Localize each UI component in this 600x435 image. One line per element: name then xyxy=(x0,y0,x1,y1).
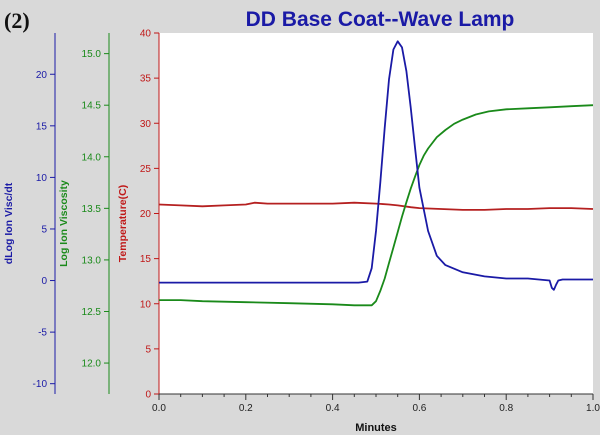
y-tick-label: 5 xyxy=(41,224,47,235)
y-axis-label-temp: Temperature(C) xyxy=(117,185,129,262)
y-tick-label: 14.0 xyxy=(82,152,102,163)
y-tick-label: 10 xyxy=(140,299,152,310)
y-tick-label: 10 xyxy=(36,173,48,184)
y-tick-label: -10 xyxy=(33,379,48,390)
series-line-logvisc xyxy=(159,104,594,307)
y-tick-label: 0 xyxy=(41,276,47,287)
y-tick-label: 20 xyxy=(140,209,152,220)
axes-layer: -10 -5 0 5 10 15 20 dLog Ion Visc/dt 12.0 12.5 13.… xyxy=(3,29,600,415)
series-line-temp xyxy=(158,201,594,211)
plot-area xyxy=(159,33,593,394)
x-axis-label: Minutes xyxy=(355,422,397,434)
y-tick-label: 13.0 xyxy=(82,255,102,266)
y-tick-label: 15 xyxy=(36,121,48,132)
y-axis-label-dlog: dLog Ion Visc/dt xyxy=(3,182,15,264)
y-axis-label-logvisc: Log Ion Viscosity xyxy=(58,180,70,267)
y-tick-label: 12.5 xyxy=(82,307,102,318)
x-tick-label: 1.0 xyxy=(586,403,600,414)
x-tick-label: 0.6 xyxy=(412,403,426,414)
y-tick-label: 13.5 xyxy=(82,204,102,215)
y-tick-label: 12.0 xyxy=(82,359,102,370)
y-tick-label: 20 xyxy=(36,70,48,81)
y-tick-label: 5 xyxy=(145,344,151,355)
y-tick-label: 15.0 xyxy=(82,49,102,60)
x-tick-label: 0.4 xyxy=(326,403,340,414)
panel-label: (2) xyxy=(4,8,30,33)
y-tick-label: 40 xyxy=(140,29,152,40)
y-tick-label: 35 xyxy=(140,74,152,85)
x-tick-label: 0.0 xyxy=(152,403,166,414)
y-tick-label: 30 xyxy=(140,119,152,130)
series-line-dlog xyxy=(159,40,593,291)
chart-title: DD Base Coat--Wave Lamp xyxy=(246,8,515,31)
y-axis-dlog: -10 -5 0 5 10 15 20 dLog Ion Visc/dt xyxy=(3,33,56,394)
y-tick-label: 0 xyxy=(145,390,151,401)
y-tick-label: 14.5 xyxy=(82,101,102,112)
x-tick-label: 0.8 xyxy=(499,403,513,414)
series-layer xyxy=(158,40,594,307)
y-axis-temp: 0 5 10 15 20 25 30 35 40 Temperature(C) xyxy=(117,29,160,401)
x-tick-label: 0.2 xyxy=(239,403,253,414)
y-tick-label: -5 xyxy=(38,328,47,339)
y-tick-label: 25 xyxy=(140,164,152,175)
y-tick-label: 15 xyxy=(140,254,152,265)
x-axis: 0.0 0.2 0.4 0.6 0.8 1.0 xyxy=(152,393,600,414)
y-axis-logvisc: 12.0 12.5 13.0 13.5 14.0 14.5 15.0 Log Ion Visc… xyxy=(58,33,110,394)
